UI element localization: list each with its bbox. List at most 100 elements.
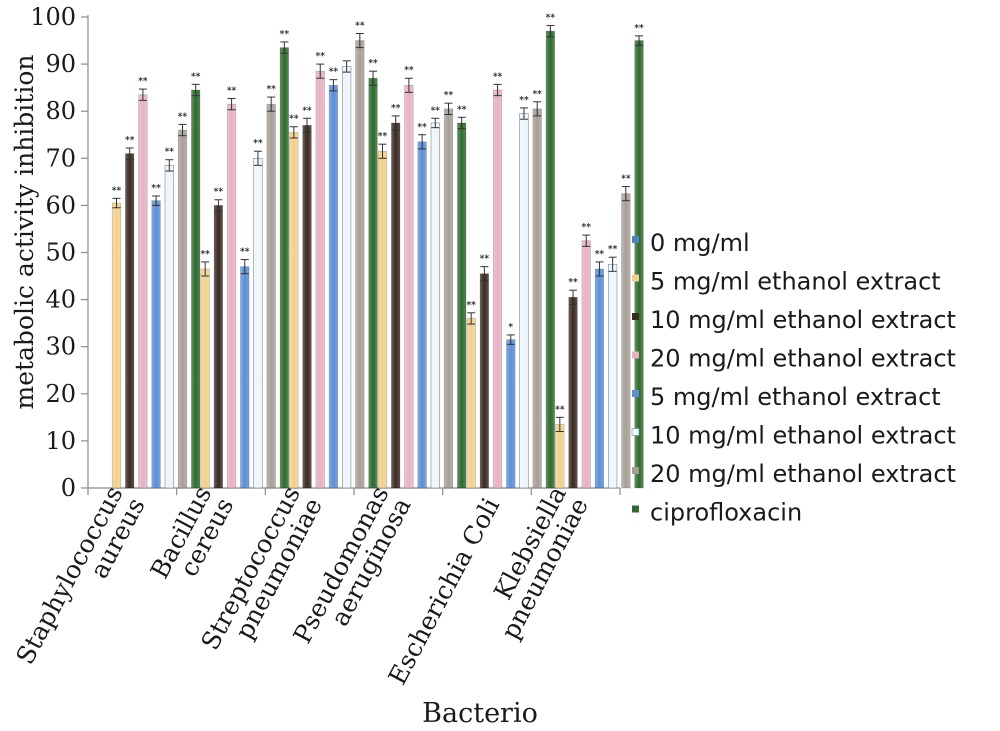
significance-label: ** — [466, 301, 476, 311]
significance-label: ** — [519, 96, 529, 106]
significance-label: ** — [480, 255, 490, 265]
significance-label: ** — [621, 175, 631, 185]
bar — [125, 153, 135, 489]
significance-label: ** — [546, 13, 556, 23]
y-axis: 0 10 20 30 40 50 60 70 80 90 100 — [30, 3, 89, 502]
significance-label: ** — [555, 405, 565, 415]
bar — [191, 89, 201, 489]
bar — [138, 94, 148, 489]
bar — [532, 108, 542, 489]
legend-label: 10 mg/ml ethanol extract — [650, 422, 956, 450]
bar — [443, 108, 454, 489]
bar — [328, 84, 339, 489]
significance-label: ** — [532, 90, 542, 100]
y-tick-label: 90 — [45, 50, 76, 78]
significance-label: ** — [378, 132, 388, 142]
bar-series-group: ****************************************… — [111, 13, 644, 489]
legend-swatch — [632, 390, 639, 397]
bar — [253, 158, 263, 489]
significance-label: ** — [191, 72, 201, 82]
legend: 0 mg/ml 5 mg/ml ethanol extract 10 mg/ml e… — [631, 229, 956, 527]
y-tick-label: 0 — [61, 474, 76, 502]
significance-label: ** — [404, 66, 414, 76]
legend-label: 5 mg/ml ethanol extract — [650, 383, 941, 411]
legend-swatch — [632, 274, 639, 282]
legend-swatch — [632, 467, 639, 474]
y-tick-label: 50 — [45, 239, 76, 267]
legend-label: ciprofloxacin — [650, 499, 802, 527]
significance-label: ** — [457, 105, 467, 115]
bar — [342, 66, 352, 489]
bar — [545, 30, 555, 489]
y-tick-label: 70 — [45, 144, 76, 172]
bar — [111, 202, 122, 489]
bar — [492, 89, 503, 489]
bar — [594, 268, 605, 489]
significance-label: ** — [214, 188, 224, 198]
legend-label: 10 mg/ml ethanol extract — [650, 306, 956, 334]
significance-label: ** — [329, 68, 339, 78]
bar — [466, 318, 476, 489]
bar — [226, 103, 237, 489]
significance-label: ** — [302, 106, 312, 116]
bar — [315, 70, 325, 489]
y-tick-label: 20 — [45, 380, 76, 408]
bar — [151, 200, 161, 489]
bar — [391, 122, 401, 489]
x-axis-label: Bacterio — [422, 698, 538, 729]
y-tick-label: 10 — [45, 427, 76, 455]
significance-label: ** — [151, 184, 161, 194]
bar — [608, 263, 618, 489]
legend-swatch — [632, 313, 639, 320]
bar — [568, 296, 578, 489]
bar — [266, 103, 276, 489]
bar — [430, 122, 440, 489]
x-axis: StaphylococcusaureusBacilluscereusStrept… — [10, 481, 621, 689]
legend-label: 0 mg/ml — [650, 229, 750, 257]
bar — [240, 266, 250, 489]
y-tick-label: 40 — [45, 286, 76, 314]
significance-label: ** — [316, 52, 326, 62]
significance-label: ** — [391, 104, 401, 114]
y-tick-label: 60 — [45, 191, 76, 219]
bar — [302, 125, 312, 489]
bar — [634, 40, 644, 489]
significance-label: ** — [634, 24, 644, 34]
significance-label: ** — [289, 115, 299, 125]
legend-swatch — [632, 351, 639, 359]
significance-label: ** — [355, 21, 365, 31]
legend-swatch — [631, 428, 640, 436]
bar — [581, 240, 591, 489]
bar — [404, 84, 414, 489]
significance-label: ** — [200, 250, 210, 260]
bar — [177, 129, 188, 489]
significance-label: ** — [431, 106, 441, 116]
bar — [164, 165, 174, 489]
significance-label: ** — [608, 245, 618, 255]
bar — [417, 141, 427, 489]
significance-label: ** — [368, 59, 378, 69]
significance-label: * — [508, 323, 513, 333]
y-tick-label: 30 — [45, 333, 76, 361]
significance-label: ** — [266, 85, 276, 95]
bar — [621, 193, 631, 489]
y-tick-label: 100 — [30, 3, 76, 31]
significance-label: ** — [165, 148, 175, 158]
bar — [355, 40, 365, 489]
bar — [279, 47, 289, 489]
y-tick-label: 80 — [45, 97, 76, 125]
legend-swatch — [632, 505, 639, 513]
significance-label: ** — [227, 86, 237, 96]
bar — [289, 132, 299, 489]
bar — [519, 113, 529, 489]
significance-label: ** — [112, 186, 122, 196]
significance-label: ** — [240, 248, 250, 258]
bar — [506, 339, 516, 489]
significance-label: ** — [493, 72, 503, 82]
significance-label: ** — [125, 136, 135, 146]
legend-swatch — [632, 236, 639, 243]
bar — [555, 424, 565, 489]
significance-label: ** — [253, 139, 263, 149]
significance-label: ** — [280, 30, 290, 40]
